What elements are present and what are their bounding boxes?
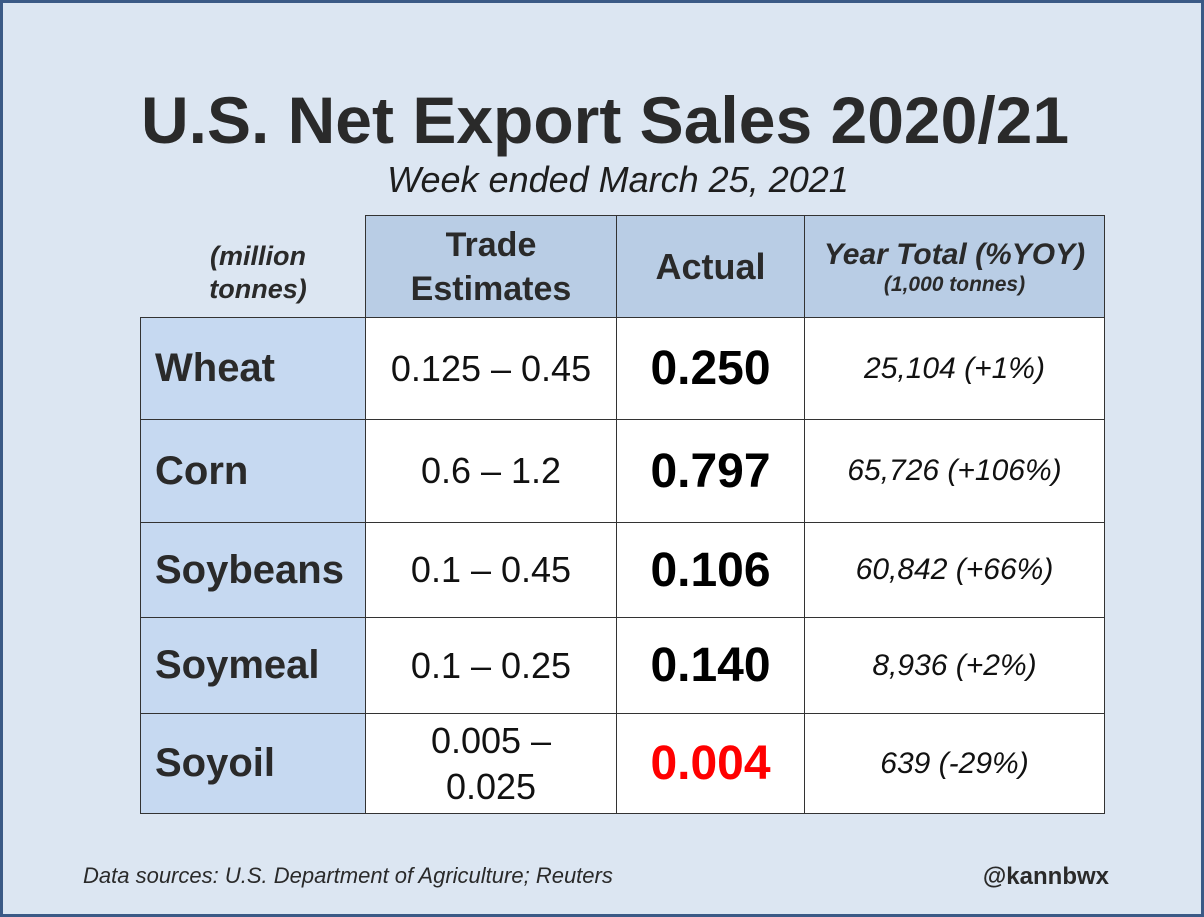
commodity-cell: Soybeans — [140, 522, 366, 618]
trade-estimate-cell: 0.125 – 0.45 — [365, 317, 617, 420]
trade-estimate-cell: 0.005 – 0.025 — [365, 713, 617, 814]
header-year-total-label: Year Total (%YOY) — [823, 237, 1086, 271]
actual-cell: 0.250 — [616, 317, 805, 420]
commodity-cell: Soyoil — [140, 713, 366, 814]
year-total-cell: 639 (-29%) — [804, 713, 1105, 814]
commodity-cell: Soymeal — [140, 617, 366, 714]
actual-cell-highlight: 0.004 — [616, 713, 805, 814]
year-total-cell: 25,104 (+1%) — [804, 317, 1105, 420]
header-year-total-units: (1,000 tonnes) — [883, 272, 1026, 296]
commodity-cell: Wheat — [140, 317, 366, 420]
commodity-cell: Corn — [140, 419, 366, 523]
author-handle: @kannbwx — [982, 863, 1109, 890]
year-total-cell: 8,936 (+2%) — [804, 617, 1105, 714]
year-total-cell: 60,842 (+66%) — [804, 522, 1105, 618]
actual-cell: 0.140 — [616, 617, 805, 714]
header-actual: Actual — [616, 215, 805, 318]
page-subtitle: Week ended March 25, 2021 — [387, 159, 849, 200]
header-trade-estimates: Trade Estimates — [365, 215, 617, 318]
trade-estimate-cell: 0.1 – 0.45 — [365, 522, 617, 618]
page-title: U.S. Net Export Sales 2020/21 — [140, 83, 1070, 157]
actual-cell: 0.106 — [616, 522, 805, 618]
actual-cell: 0.797 — [616, 419, 805, 523]
trade-estimate-cell: 0.1 – 0.25 — [365, 617, 617, 714]
header-year-total: Year Total (%YOY) (1,000 tonnes) — [804, 215, 1105, 318]
units-label: (million tonnes) — [209, 241, 307, 304]
data-source-note: Data sources: U.S. Department of Agricul… — [83, 863, 613, 888]
trade-estimate-cell: 0.6 – 1.2 — [365, 419, 617, 523]
year-total-cell: 65,726 (+106%) — [804, 419, 1105, 523]
